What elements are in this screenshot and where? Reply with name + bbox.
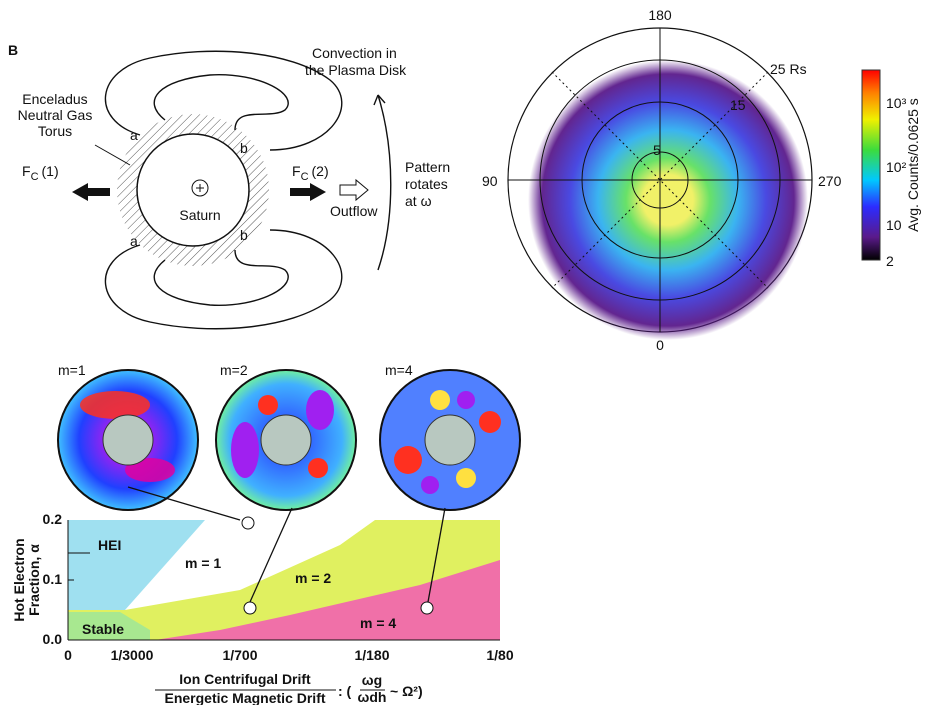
y-tick-label: 0.2 [43,511,63,527]
planet-label: Saturn [179,207,220,223]
x-tick-label: 0 [64,647,72,663]
mode-label: m=2 [220,362,248,378]
label-b: b [240,227,248,243]
colorbar-label: Avg. Counts/0.0625 s [905,98,921,232]
colorbar [861,69,881,261]
outflow-label: Outflow [330,203,378,219]
label-a: a [130,127,138,143]
angle-label: 270 [818,173,842,189]
region-label: HEI [98,537,121,553]
panel-letter: B [8,42,18,58]
x-label-numerator: Ion Centrifugal Drift [179,671,311,687]
force-right: FC (2) [292,163,329,183]
x-tick-label: 1/700 [222,647,257,663]
angle-label: 180 [648,7,672,23]
polar-plot: 180 90 270 0 25 Rs 15 5 10³ 10² 10 2 Avg… [482,7,921,353]
y-tick-label: 0.1 [43,571,63,587]
colorbar-tick: 10³ [886,95,907,111]
angle-label: 0 [656,337,664,353]
stability-diagram: 0.0 0.1 0.2 Hot ElectronFraction, α 0 1/… [11,486,514,706]
panel-b: B Saturn Convection in the Plasma Disk En… [8,42,450,330]
region-label: m = 4 [360,615,396,631]
x-tick-label: 1/80 [486,647,513,663]
region-label: m = 2 [295,570,331,586]
x-label-formula: ~ Ω²) [390,683,423,699]
ring-label: 25 Rs [770,61,807,77]
region-label: m = 1 [185,555,221,571]
mode-label: m=4 [385,362,413,378]
x-label-formula: ωg [362,672,382,688]
mode-label: m=1 [58,362,86,378]
rotation-label: Pattern rotates at ω [405,159,450,209]
colorbar-tick: 2 [886,253,894,269]
colorbar-tick: 10 [886,217,902,233]
force-left: FC (1) [22,163,59,183]
saturn [136,133,250,247]
colorbar-tick: 10² [886,159,907,175]
angle-label: 90 [482,173,498,189]
x-tick-label: 1/3000 [111,647,154,663]
mode-images: m=1 m=2 m=4 [57,362,521,511]
convection-label: Convection in the Plasma Disk [305,45,407,78]
torus-label: Enceladus Neutral Gas Torus [18,91,93,139]
x-tick-label: 1/180 [354,647,389,663]
x-label-formula: : ( [338,683,352,699]
label-a: a [130,233,138,249]
label-b: b [240,140,248,156]
region-label: Stable [82,621,124,637]
convection-loops [104,50,392,330]
y-axis-label: Hot ElectronFraction, α [11,538,42,621]
y-tick-label: 0.0 [43,631,63,647]
ring-label: 15 [730,97,746,113]
x-label-formula: ωdh [358,689,387,705]
ring-label: 5 [653,142,661,158]
x-label-denominator: Energetic Magnetic Drift [164,690,325,705]
